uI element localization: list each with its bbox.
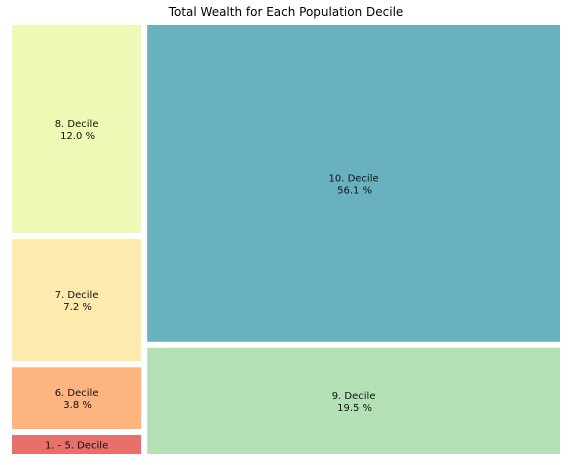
treemap-rect <box>147 347 560 454</box>
treemap-tile-1-5-decile: 1. - 5. Decile <box>12 435 142 454</box>
treemap-label-value: 3.8 % <box>63 400 92 411</box>
treemap-rect <box>12 238 142 362</box>
treemap-rect <box>147 25 560 342</box>
treemap-label-value: 19.5 % <box>337 403 372 414</box>
treemap-rect <box>12 367 142 430</box>
treemap-label-name: 7. Decile <box>55 290 99 301</box>
chart-title: Total Wealth for Each Population Decile <box>168 5 404 19</box>
treemap-label-name: 9. Decile <box>332 391 376 402</box>
treemap-label-value: 7.2 % <box>63 302 92 313</box>
treemap-label-value: 12.0 % <box>60 131 95 142</box>
treemap-label-name: 6. Decile <box>55 388 99 399</box>
treemap-label-name: 10. Decile <box>329 173 379 184</box>
treemap-label-name: 1. - 5. Decile <box>45 441 108 452</box>
treemap-label-value: 56.1 % <box>337 185 372 196</box>
treemap-rect <box>12 435 142 454</box>
treemap-rect <box>12 25 142 233</box>
treemap-label-name: 8. Decile <box>55 119 99 130</box>
